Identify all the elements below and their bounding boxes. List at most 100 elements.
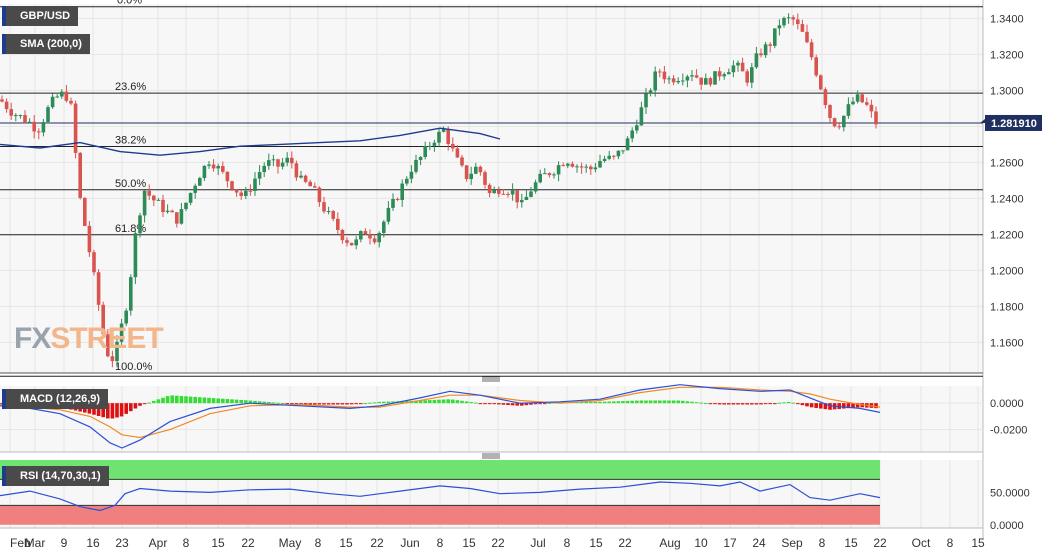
candle-up [625, 138, 630, 151]
macd-hist-neg [533, 403, 538, 405]
candle-up [529, 191, 533, 197]
candle-up [216, 166, 220, 169]
macd-indicator-label[interactable]: MACD (12,26,9) [2, 389, 109, 409]
candle-up [156, 199, 161, 201]
macd-hist-neg [354, 403, 358, 405]
macd-hist-neg [331, 403, 335, 405]
macd-hist-pos [175, 395, 179, 404]
candle-down [336, 218, 340, 230]
macd-hist-pos [791, 402, 795, 404]
macd-hist-pos [198, 397, 202, 404]
candle-down [290, 157, 294, 164]
candle-down [294, 163, 299, 178]
candle-up [391, 198, 395, 208]
rsi-indicator-label[interactable]: RSI (14,70,30,1) [2, 466, 109, 486]
macd-hist-neg [874, 403, 878, 409]
candle-up [257, 172, 262, 179]
candle-up [142, 190, 147, 216]
candle-up [653, 71, 657, 91]
candle-up [639, 107, 644, 126]
candle-down [64, 91, 69, 101]
macd-hist-pos [584, 401, 588, 404]
macd-hist-neg [717, 403, 722, 405]
x-tick-label: 22 [491, 536, 505, 550]
macd-hist-pos [690, 401, 694, 404]
candle-down [372, 238, 377, 243]
candle-down [589, 166, 593, 170]
watermark-part-b: STREET [50, 322, 163, 355]
x-tick-label: 8 [437, 536, 444, 550]
macd-hist-neg [349, 403, 354, 405]
x-tick-label: 15 [844, 536, 858, 550]
candle-up [14, 115, 18, 117]
macd-hist-neg [497, 403, 501, 405]
macd-hist-pos [464, 401, 469, 404]
macd-hist-neg [796, 403, 800, 405]
x-tick-label: 22 [370, 536, 384, 550]
macd-hist-pos [685, 401, 690, 404]
macd-hist-pos [368, 402, 372, 404]
candle-down [837, 126, 841, 128]
fib-level-label: 23.6% [115, 81, 146, 93]
candle-up [598, 161, 602, 168]
macd-hist-pos [639, 400, 644, 404]
candle-up [377, 232, 381, 243]
macd-hist-neg [285, 403, 289, 405]
macd-hist-pos [244, 400, 248, 404]
macd-hist-pos [621, 401, 625, 404]
macd-hist-pos [648, 400, 653, 404]
candle-down [308, 181, 312, 187]
candle-up [202, 165, 207, 179]
candle-up [55, 96, 59, 98]
macd-hist-neg [773, 403, 777, 405]
macd-hist-neg [133, 403, 138, 409]
macd-hist-pos [593, 401, 598, 404]
symbol-label[interactable]: GBP/USD [2, 6, 79, 26]
candle-down [96, 272, 101, 305]
macd-hist-pos [607, 401, 611, 404]
candle-up [556, 165, 561, 175]
price-tick-label: 1.2200 [990, 229, 1024, 241]
macd-hist-neg [846, 403, 851, 409]
macd-hist-pos [234, 399, 239, 404]
macd-hist-pos [699, 402, 703, 404]
macd-hist-neg [754, 403, 759, 405]
candle-down [230, 181, 234, 190]
macd-hist-neg [359, 403, 363, 405]
candle-up [432, 142, 437, 146]
macd-hist-neg [336, 403, 340, 405]
x-tick-label: 17 [723, 536, 737, 550]
candle-up [188, 192, 193, 203]
macd-hist-neg [326, 403, 331, 405]
macd-hist-neg [340, 403, 345, 405]
candle-up [763, 44, 768, 56]
candle-up [138, 215, 142, 234]
macd-hist-pos [372, 402, 377, 404]
candle-up [253, 178, 257, 191]
candle-up [326, 211, 331, 213]
sma-indicator-label[interactable]: SMA (200,0) [2, 34, 90, 54]
candle-up [754, 53, 759, 68]
candle-down [460, 157, 464, 166]
candle-up [773, 28, 777, 46]
macd-hist-pos [184, 396, 188, 404]
macd-hist-pos [253, 400, 257, 404]
macd-hist-neg [124, 403, 128, 414]
macd-hist-pos [400, 401, 404, 404]
macd-hist-neg [520, 403, 524, 406]
last-price-badge [985, 114, 1042, 131]
macd-hist-neg [322, 403, 326, 405]
candle-down [9, 109, 13, 116]
macd-hist-neg [740, 403, 745, 405]
x-tick-label: 10 [694, 536, 708, 550]
x-tick-label: 16 [86, 536, 100, 550]
macd-hist-pos [777, 402, 782, 404]
candle-down [313, 186, 317, 188]
candle-down [451, 143, 455, 149]
macd-hist-pos [377, 401, 381, 404]
macd-hist-pos [391, 401, 395, 404]
candle-up [644, 93, 648, 108]
candle-up [469, 173, 473, 180]
rsi-tick-label: 0.0000 [990, 520, 1024, 532]
candle-up [115, 341, 119, 362]
